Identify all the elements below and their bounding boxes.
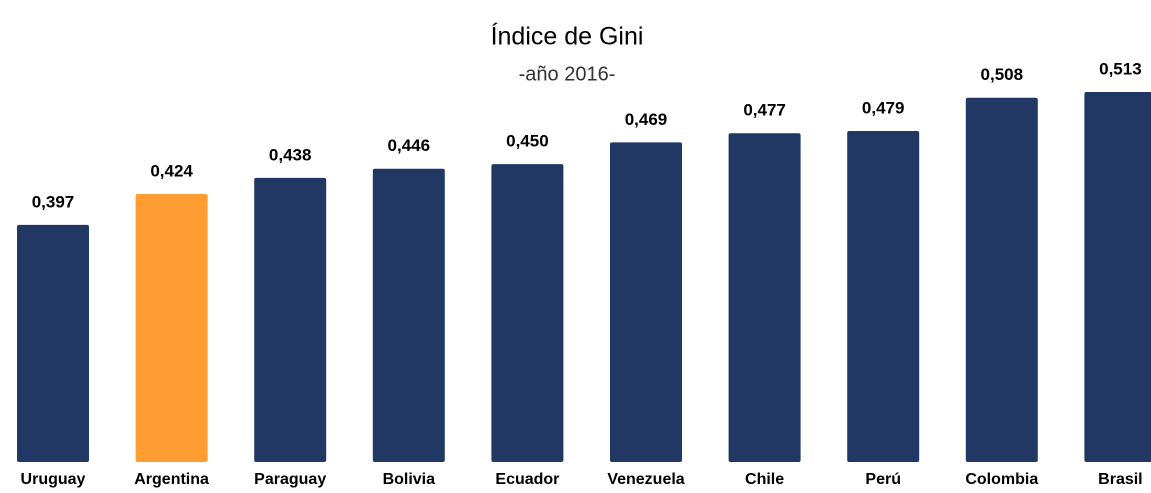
bar [372, 168, 445, 462]
value-label: 0,477 [743, 101, 786, 120]
chart-subtitle: -año 2016- [519, 63, 616, 85]
x-tick-label: Paraguay [254, 471, 326, 488]
x-tick-label: Chile [745, 471, 784, 488]
value-label: 0,438 [269, 145, 312, 164]
value-label: 0,479 [862, 98, 905, 117]
value-label: 0,450 [506, 132, 549, 151]
bar [135, 193, 208, 463]
bar [254, 177, 327, 462]
x-tick-label: Argentina [134, 471, 209, 488]
bar [1084, 92, 1151, 462]
x-tick-label: Venezuela [607, 471, 684, 488]
value-label: 0,513 [1099, 60, 1142, 79]
value-label: 0,446 [388, 136, 431, 155]
x-tick-label: Uruguay [21, 471, 86, 488]
value-label: 0,424 [150, 161, 193, 180]
value-label: 0,397 [32, 192, 75, 211]
x-tick-label: Brasil [1098, 471, 1142, 488]
chart-title: Índice de Gini [491, 22, 644, 51]
x-tick-label: Colombia [965, 471, 1038, 488]
x-tick-label: Bolivia [383, 471, 436, 488]
bar [965, 97, 1038, 462]
bar [610, 142, 682, 462]
bar [847, 130, 920, 463]
x-tick-label: Perú [865, 471, 901, 488]
value-label: 0,508 [981, 65, 1024, 84]
x-tick-label: Ecuador [495, 471, 559, 488]
value-label: 0,469 [625, 110, 668, 129]
bar [728, 133, 801, 462]
bar [17, 224, 89, 462]
bar [491, 164, 564, 462]
